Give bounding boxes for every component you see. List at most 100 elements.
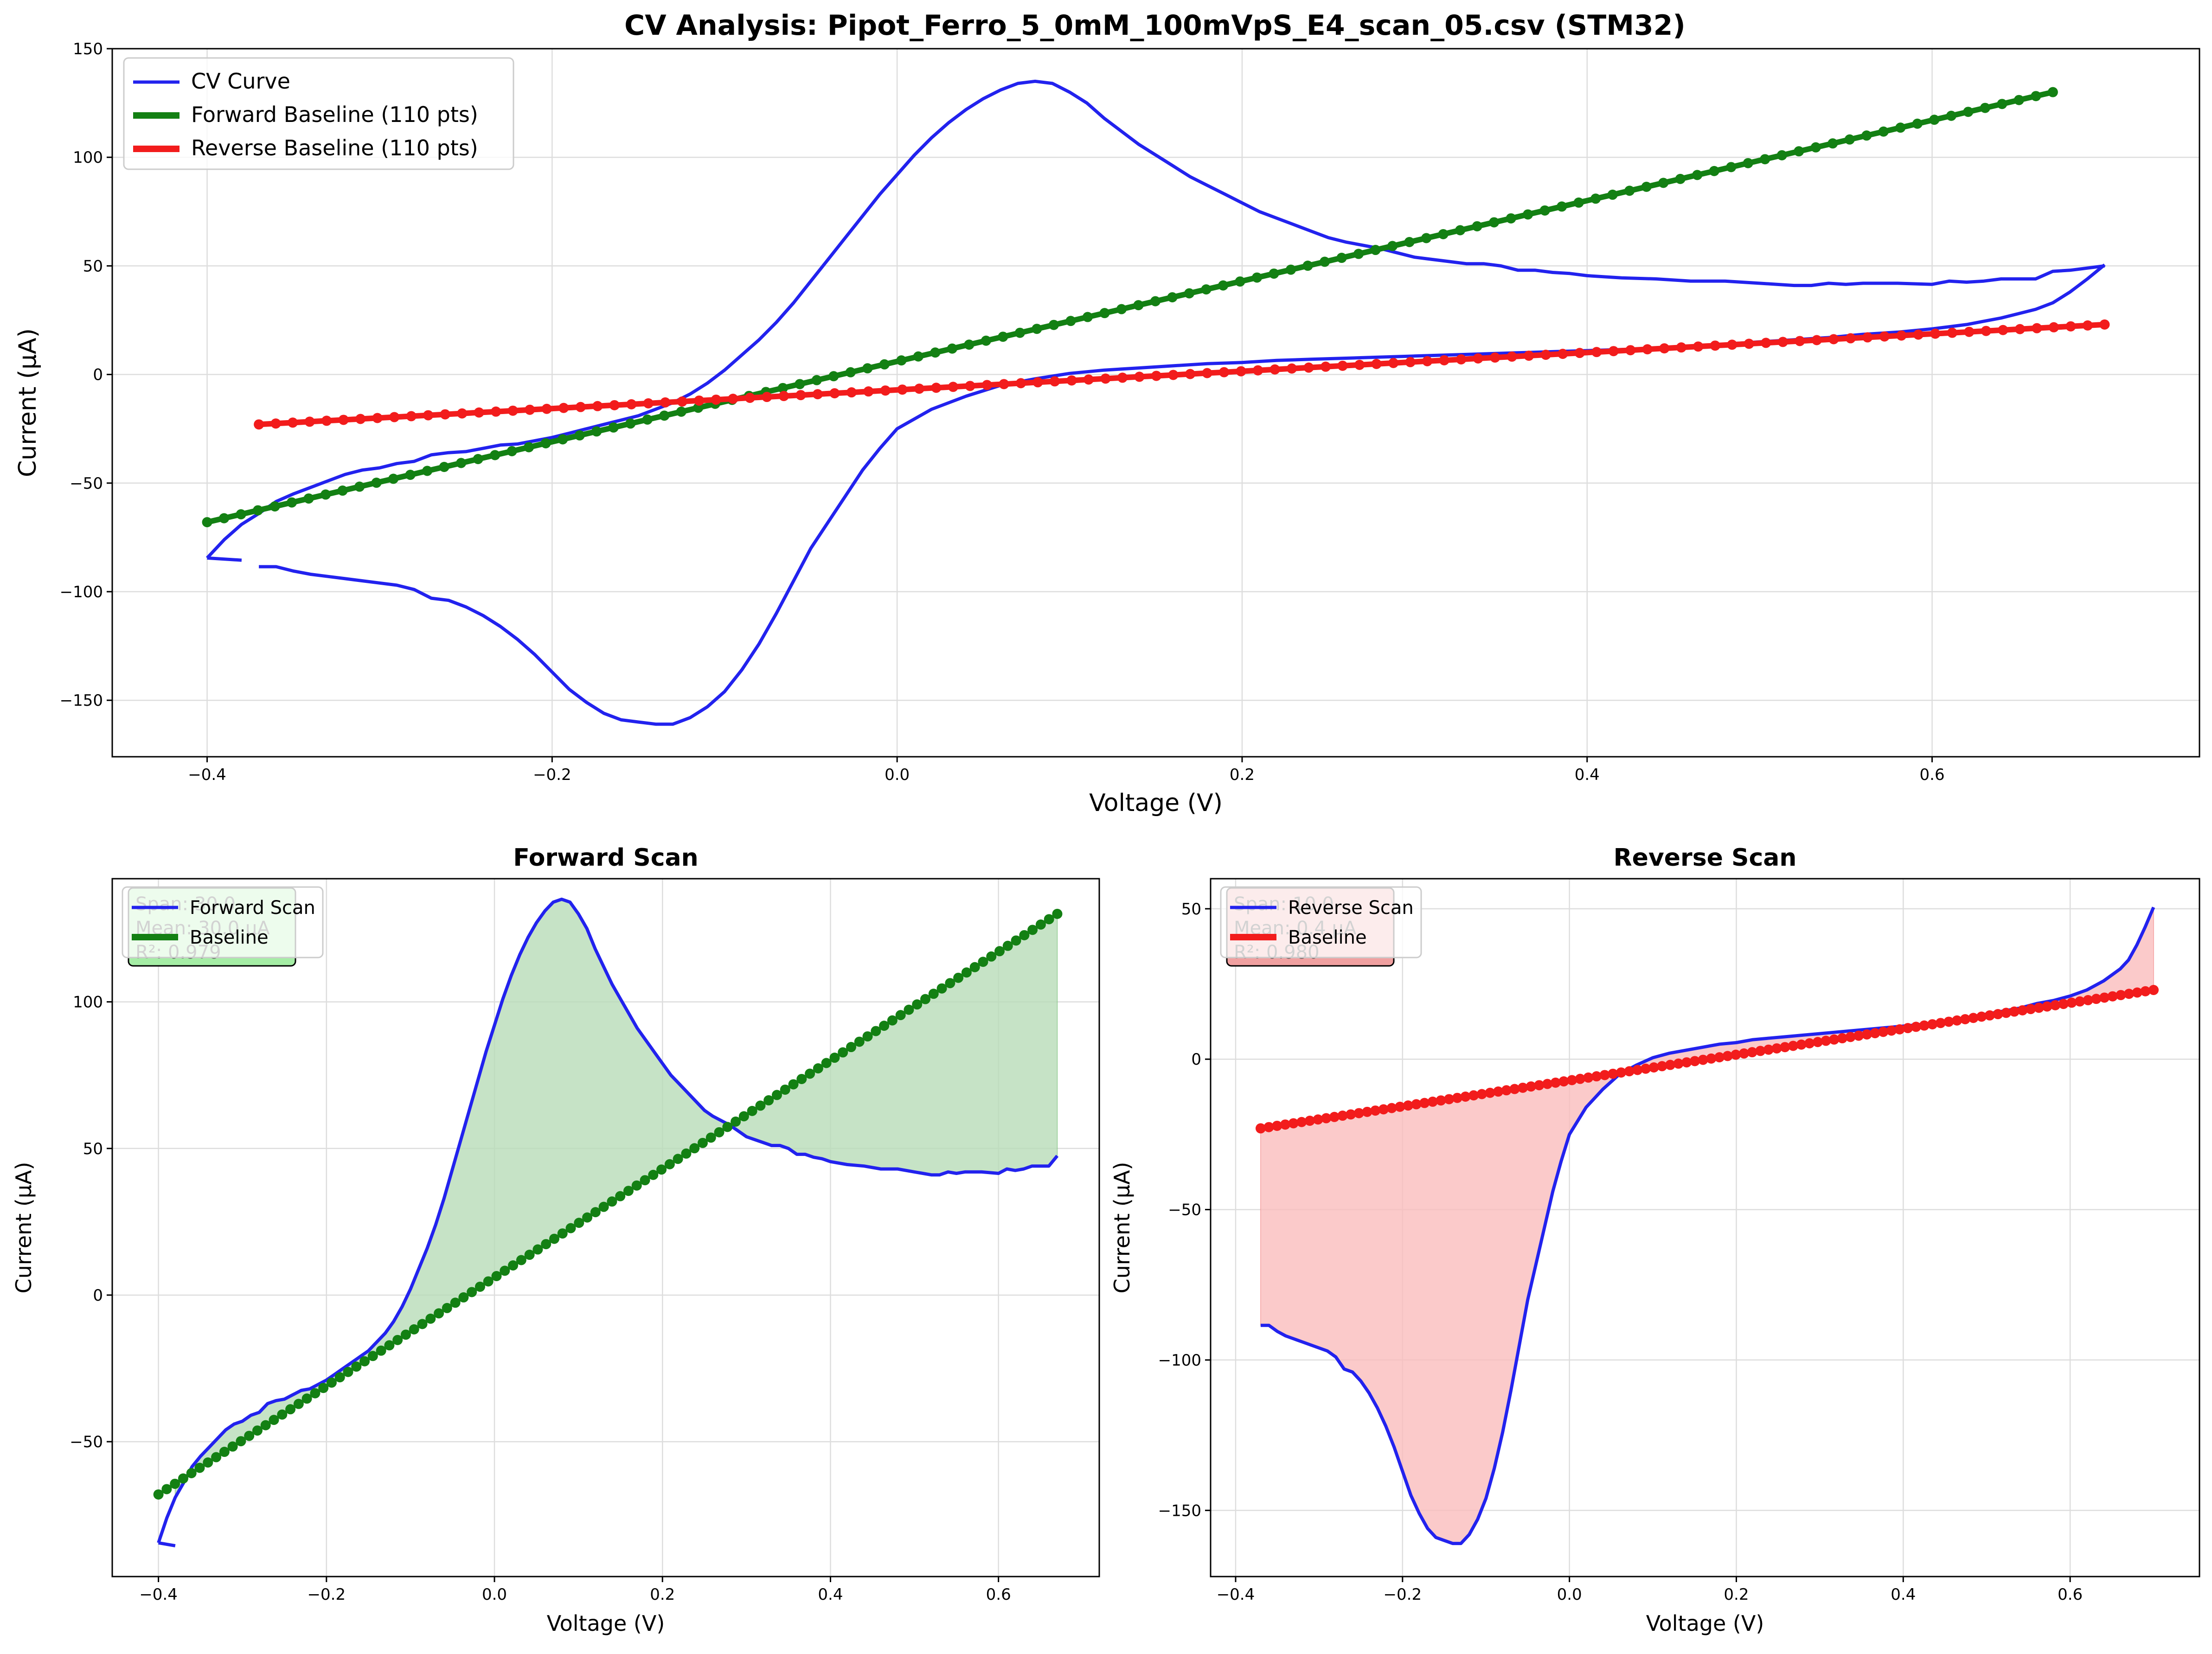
baseline-point bbox=[532, 1244, 543, 1255]
reverse-baseline-point bbox=[1303, 362, 1314, 373]
baseline-point bbox=[2033, 1003, 2044, 1013]
x-tick-label: −0.2 bbox=[308, 1585, 346, 1604]
baseline-point bbox=[1845, 1032, 1856, 1042]
reverse-baseline-point bbox=[812, 389, 823, 400]
baseline-point bbox=[343, 1367, 353, 1377]
baseline-point bbox=[953, 972, 964, 983]
forward-baseline-point bbox=[1827, 138, 1838, 149]
reverse-baseline-point bbox=[1066, 375, 1077, 386]
baseline-point bbox=[961, 967, 972, 978]
reverse-baseline-point bbox=[863, 386, 874, 397]
baseline-point bbox=[1035, 919, 1046, 930]
baseline-point bbox=[1485, 1087, 1495, 1098]
baseline-point bbox=[2017, 1005, 2028, 1015]
forward-baseline-point bbox=[1438, 229, 1449, 239]
baseline-point bbox=[1526, 1081, 1536, 1092]
forward-baseline-point bbox=[439, 462, 449, 473]
reverse-baseline-point bbox=[643, 398, 654, 409]
reverse-baseline-point bbox=[491, 406, 501, 417]
reverse-baseline-point bbox=[1032, 377, 1043, 388]
forward-baseline-point bbox=[1641, 181, 1652, 192]
baseline-point bbox=[367, 1351, 378, 1361]
legend-label: Baseline bbox=[190, 927, 269, 948]
reverse-baseline-point bbox=[1777, 337, 1788, 347]
forward-baseline-point bbox=[1776, 150, 1787, 160]
baseline-point bbox=[780, 1084, 790, 1095]
forward-baseline-point bbox=[253, 505, 263, 516]
baseline-point bbox=[1403, 1100, 1413, 1111]
baseline-point bbox=[1263, 1122, 1274, 1132]
forward-baseline-point bbox=[1726, 162, 1737, 172]
reverse-baseline-point bbox=[1439, 355, 1449, 365]
reverse-baseline-point bbox=[558, 402, 569, 413]
reverse-baseline-point bbox=[288, 417, 298, 428]
baseline-point bbox=[1771, 1043, 1782, 1054]
baseline-point bbox=[846, 1042, 856, 1053]
baseline-point bbox=[1935, 1018, 1946, 1028]
baseline-point bbox=[1370, 1105, 1381, 1116]
baseline-point bbox=[1346, 1109, 1356, 1120]
baseline-point bbox=[936, 983, 947, 994]
forward-baseline-point bbox=[1116, 304, 1127, 314]
forward-baseline-point bbox=[1048, 319, 1059, 330]
baseline-point bbox=[1911, 1022, 1921, 1032]
axes-frame bbox=[111, 878, 1100, 1577]
forward-baseline-point bbox=[642, 414, 653, 425]
baseline-point bbox=[1591, 1071, 1602, 1082]
forward-baseline-point bbox=[2047, 87, 2058, 97]
forward-baseline-point bbox=[1557, 201, 1567, 212]
y-tick-label: 0 bbox=[93, 366, 103, 384]
forward-baseline-point bbox=[1269, 268, 1279, 279]
baseline-point bbox=[1648, 1062, 1659, 1073]
reverse-baseline-point bbox=[1676, 342, 1686, 353]
baseline-point bbox=[796, 1073, 807, 1084]
baseline-point bbox=[1714, 1052, 1725, 1063]
baseline-point bbox=[1878, 1027, 1889, 1037]
baseline-point bbox=[186, 1468, 197, 1478]
legend-label: Reverse Scan bbox=[1288, 897, 1414, 919]
plot-area bbox=[202, 79, 2110, 726]
reverse-baseline-point bbox=[1710, 340, 1720, 351]
forward-baseline-point bbox=[608, 422, 619, 433]
baseline-point bbox=[384, 1340, 395, 1351]
forward-baseline-point bbox=[219, 513, 230, 524]
reverse-baseline-point bbox=[575, 402, 586, 412]
baseline-point bbox=[219, 1447, 230, 1457]
forward-baseline-point bbox=[1404, 237, 1415, 248]
y-axis-label: Current (µA) bbox=[1109, 1162, 1135, 1293]
forward-baseline-point bbox=[1353, 249, 1364, 259]
forward-baseline-point bbox=[676, 406, 686, 417]
reverse-baseline-point bbox=[1727, 339, 1738, 350]
baseline-point bbox=[1690, 1056, 1700, 1066]
reverse-baseline-point bbox=[1151, 370, 1162, 381]
forward-baseline-point bbox=[1675, 173, 1686, 184]
reverse-baseline-point bbox=[1659, 343, 1670, 354]
reverse-baseline-point bbox=[1574, 348, 1585, 358]
forward-baseline-point bbox=[1014, 327, 1025, 338]
y-tick-label: 100 bbox=[73, 993, 103, 1012]
baseline-point bbox=[1272, 1120, 1282, 1131]
forward-baseline-point bbox=[524, 442, 534, 453]
baseline-point bbox=[1755, 1046, 1766, 1056]
reverse-baseline-point bbox=[1371, 358, 1382, 369]
baseline-point bbox=[697, 1137, 708, 1148]
baseline-point bbox=[1632, 1065, 1643, 1075]
reverse-baseline-point bbox=[1845, 333, 1856, 344]
baseline-point bbox=[1353, 1108, 1364, 1118]
reverse-baseline-point bbox=[1321, 361, 1331, 372]
baseline-point bbox=[450, 1297, 461, 1308]
forward-baseline-point bbox=[1235, 276, 1245, 287]
baseline-point bbox=[656, 1164, 667, 1175]
baseline-point bbox=[310, 1388, 321, 1399]
x-tick-label: 0.6 bbox=[986, 1585, 1011, 1604]
forward-baseline-point bbox=[1573, 197, 1584, 208]
legend-label: Baseline bbox=[1288, 927, 1367, 948]
forward-baseline-point bbox=[456, 458, 467, 468]
plot-area bbox=[153, 897, 1063, 1548]
baseline-point bbox=[2124, 989, 2135, 999]
forward-baseline-point bbox=[1523, 209, 1533, 220]
baseline-point bbox=[1960, 1014, 1970, 1024]
reverse-baseline-point bbox=[1913, 329, 1923, 340]
x-tick-label: 0.0 bbox=[482, 1585, 507, 1604]
reverse-baseline-point bbox=[304, 416, 315, 427]
